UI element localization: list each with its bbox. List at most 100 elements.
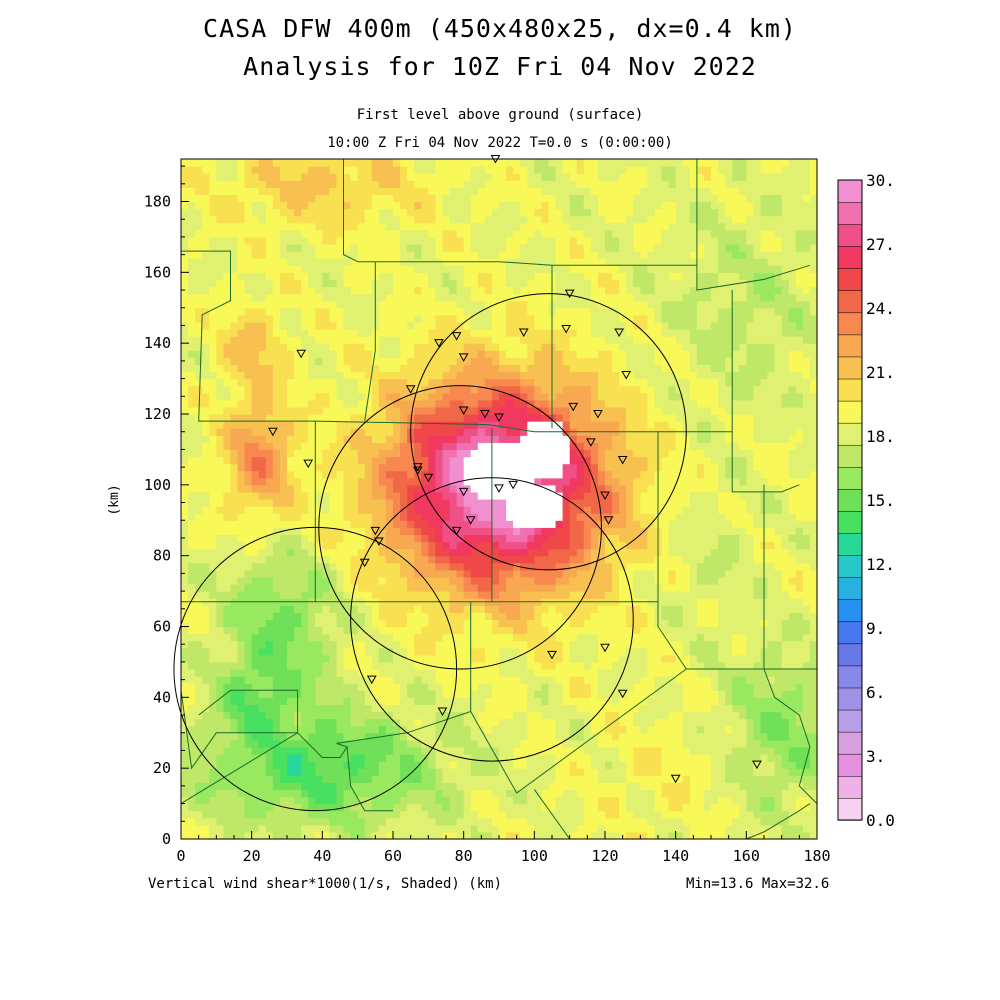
field-cell bbox=[364, 605, 373, 613]
field-cell bbox=[605, 732, 613, 741]
field-cell bbox=[682, 746, 691, 755]
field-cell bbox=[668, 824, 677, 833]
field-cell bbox=[633, 775, 641, 783]
field-cell bbox=[640, 626, 648, 635]
field-cell bbox=[703, 711, 712, 720]
field-cell bbox=[364, 690, 373, 698]
field-cell bbox=[534, 661, 542, 670]
field-cell bbox=[279, 477, 288, 486]
field-cell bbox=[802, 697, 811, 706]
field-cell bbox=[555, 569, 564, 578]
field-cell bbox=[322, 732, 330, 741]
field-cell bbox=[590, 513, 599, 521]
field-cell bbox=[612, 527, 620, 536]
field-cell bbox=[548, 633, 557, 642]
field-cell bbox=[230, 796, 239, 805]
field-cell bbox=[633, 782, 641, 791]
field-cell bbox=[682, 612, 691, 621]
field-cell bbox=[527, 491, 535, 500]
field-cell bbox=[237, 520, 246, 528]
field-cell bbox=[279, 633, 288, 642]
field-cell bbox=[251, 669, 260, 677]
field-cell bbox=[774, 598, 783, 606]
field-cell bbox=[583, 449, 592, 458]
field-cell bbox=[272, 513, 281, 521]
field-cell bbox=[188, 584, 196, 592]
field-cell bbox=[725, 803, 733, 812]
field-cell bbox=[739, 591, 747, 599]
field-cell bbox=[633, 761, 641, 769]
field-cell bbox=[407, 527, 415, 536]
field-cell bbox=[350, 739, 359, 748]
field-cell bbox=[569, 704, 578, 713]
field-cell bbox=[802, 541, 811, 550]
field-cell bbox=[265, 718, 274, 727]
field-cell bbox=[428, 442, 436, 451]
field-cell bbox=[809, 456, 818, 465]
field-cell bbox=[209, 782, 217, 791]
field-cell bbox=[506, 605, 514, 613]
field-cell bbox=[336, 491, 345, 500]
field-cell bbox=[633, 732, 641, 741]
field-cell bbox=[612, 796, 620, 805]
field-cell bbox=[279, 449, 288, 458]
field-cell bbox=[809, 831, 818, 840]
field-cell bbox=[181, 775, 189, 783]
field-cell bbox=[520, 810, 528, 819]
field-cell bbox=[491, 640, 500, 649]
field-cell bbox=[795, 669, 804, 677]
field-cell bbox=[301, 534, 309, 543]
field-cell bbox=[350, 761, 359, 769]
field-cell bbox=[350, 775, 359, 783]
field-cell bbox=[315, 817, 323, 826]
field-cell bbox=[746, 761, 754, 769]
field-cell bbox=[774, 484, 783, 493]
field-cell bbox=[597, 456, 606, 465]
field-cell bbox=[711, 796, 719, 805]
field-cell bbox=[378, 761, 387, 769]
field-cell bbox=[562, 555, 571, 564]
field-cell bbox=[569, 484, 578, 493]
field-cell bbox=[513, 527, 521, 536]
field-cell bbox=[287, 761, 295, 769]
field-cell bbox=[195, 640, 203, 649]
field-cell bbox=[421, 548, 429, 557]
field-cell bbox=[583, 647, 592, 656]
field-cell bbox=[703, 477, 712, 486]
field-cell bbox=[809, 470, 818, 479]
field-cell bbox=[668, 683, 677, 691]
field-cell bbox=[216, 697, 224, 706]
field-cell bbox=[605, 527, 613, 536]
field-cell bbox=[654, 796, 663, 805]
field-cell bbox=[597, 470, 606, 479]
field-cell bbox=[640, 669, 648, 677]
field-cell bbox=[209, 824, 217, 833]
field-cell bbox=[188, 768, 196, 776]
field-cell bbox=[385, 810, 394, 819]
field-cell bbox=[703, 619, 712, 628]
field-cell bbox=[541, 619, 550, 628]
field-cell bbox=[322, 661, 330, 670]
field-cell bbox=[449, 520, 458, 528]
field-cell bbox=[294, 633, 302, 642]
field-cell bbox=[661, 584, 670, 592]
field-cell bbox=[477, 669, 486, 677]
field-cell bbox=[315, 647, 323, 656]
field-cell bbox=[223, 746, 232, 755]
field-cell bbox=[583, 669, 592, 677]
field-cell bbox=[795, 456, 804, 465]
field-cell bbox=[583, 796, 592, 805]
field-cell bbox=[795, 520, 804, 528]
field-cell bbox=[301, 442, 309, 451]
field-cell bbox=[739, 789, 747, 798]
field-cell bbox=[732, 676, 740, 684]
field-cell bbox=[258, 499, 267, 507]
field-cell bbox=[612, 555, 620, 564]
field-cell bbox=[774, 775, 783, 783]
field-cell bbox=[484, 754, 493, 762]
field-cell bbox=[753, 761, 762, 769]
field-cell bbox=[357, 697, 366, 706]
field-cell bbox=[527, 732, 535, 741]
field-cell bbox=[322, 534, 330, 543]
field-cell bbox=[364, 824, 373, 833]
